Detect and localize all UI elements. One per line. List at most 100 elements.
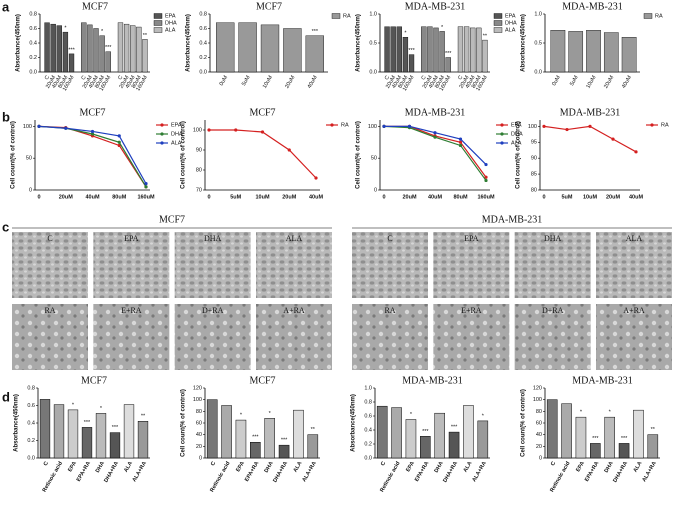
- bar: [550, 30, 566, 73]
- x-tick-label: 20uM: [282, 194, 296, 200]
- x-tick-label: ALA+RA: [641, 461, 657, 483]
- y-tick-label: 95: [531, 140, 537, 146]
- significance: *: [482, 413, 485, 419]
- significance: *: [64, 26, 67, 32]
- bar: [67, 409, 79, 459]
- y-tick-label: 0.4: [27, 420, 35, 426]
- bar: [590, 443, 601, 459]
- x-tick-label: ALA+RA: [132, 461, 148, 483]
- significance: ***: [621, 436, 628, 442]
- point: [484, 178, 488, 183]
- legend-marker: [160, 123, 164, 127]
- y-tick-label: 0.2: [29, 55, 37, 61]
- bar: [568, 31, 584, 73]
- y-tick-label: 120: [533, 385, 542, 391]
- point: [407, 124, 412, 128]
- x-tick-label: C: [43, 461, 50, 467]
- x-tick-label: 80uM: [453, 194, 467, 200]
- x-tick-label: C: [117, 75, 124, 81]
- y-tick-label: 0.0: [364, 455, 372, 461]
- micrograph: [256, 304, 332, 370]
- x-tick-label: 0: [207, 194, 210, 200]
- x-tick-label: ALA: [123, 461, 134, 474]
- legend-swatch: [153, 27, 163, 33]
- micrograph-label: D+RA: [202, 306, 224, 315]
- y-axis-label: Cell count(% of control): [356, 121, 362, 189]
- legend-label: EPA: [171, 122, 182, 128]
- legend-swatch: [331, 13, 341, 19]
- point: [484, 162, 488, 167]
- significance: ***: [408, 48, 415, 54]
- bar: [81, 427, 93, 459]
- y-tick-label: 40: [536, 432, 542, 438]
- x-tick-label: DHA: [434, 461, 445, 474]
- y-axis-label: Cell count(% of control): [11, 121, 17, 189]
- micrograph-label: RA: [44, 306, 55, 315]
- point: [260, 130, 265, 134]
- micrograph: [352, 232, 428, 298]
- y-axis-label: Absorbance(450nm): [356, 14, 362, 72]
- point: [64, 126, 68, 130]
- micrograph-label: A+RA: [623, 306, 645, 315]
- bar: [307, 434, 319, 459]
- point: [90, 132, 95, 136]
- point: [433, 131, 437, 135]
- x-tick-label: 10uM: [585, 74, 597, 89]
- legend-label: DHA: [165, 20, 177, 26]
- point: [117, 134, 121, 138]
- y-axis-label: Cell count(% of control): [516, 121, 522, 189]
- y-tick-label: 0.8: [29, 11, 37, 17]
- bar: [476, 27, 482, 73]
- y-tick-label: 90: [196, 147, 202, 153]
- bar: [427, 26, 433, 73]
- chart-title: MDA-MB-231: [560, 107, 621, 118]
- legend-label: DHA: [511, 131, 523, 137]
- y-axis-label: Absorbance(450nm): [14, 394, 20, 452]
- legend-label: DHA: [505, 20, 517, 26]
- y-tick-label: 0.5: [534, 40, 542, 46]
- bar: [647, 434, 659, 459]
- micrograph: [433, 232, 510, 298]
- bar: [39, 399, 51, 459]
- bar: [408, 54, 415, 73]
- bar: [384, 26, 390, 73]
- bar: [618, 443, 630, 459]
- micrograph-label: EPA: [464, 234, 479, 243]
- y-tick-label: 80: [196, 167, 202, 173]
- chart-title: MDA-MB-231: [405, 1, 466, 12]
- bar: [238, 22, 257, 73]
- bar: [235, 419, 247, 459]
- point: [565, 127, 569, 132]
- y-tick-label: 0.0: [534, 69, 542, 75]
- y-tick-label: 100: [193, 127, 202, 133]
- significance: ***: [592, 436, 599, 442]
- y-tick-label: 100: [533, 397, 542, 403]
- x-tick-label: EPA: [67, 461, 78, 473]
- x-tick-label: DHA+RA: [442, 461, 459, 484]
- y-axis-label: Absorbance(450nm): [186, 14, 192, 72]
- y-tick-label: 0.8: [364, 399, 372, 405]
- bar: [93, 28, 99, 73]
- point: [458, 143, 463, 148]
- x-tick-label: EPA: [405, 461, 416, 473]
- micrograph: [596, 232, 672, 298]
- point: [144, 185, 148, 189]
- y-tick-label: 100: [528, 124, 537, 130]
- point: [207, 128, 211, 132]
- y-tick-label: 80: [536, 409, 542, 415]
- significance: *: [410, 412, 413, 418]
- y-tick-label: 100: [368, 124, 377, 130]
- micrograph-label: ALA: [626, 234, 643, 243]
- legend-label: EPA: [165, 13, 176, 19]
- bar: [142, 39, 148, 73]
- x-tick-label: EPA+RA: [414, 461, 430, 483]
- point: [314, 176, 318, 180]
- bar: [264, 418, 275, 459]
- y-tick-label: 60: [196, 420, 202, 426]
- x-tick-label: C: [421, 75, 428, 81]
- micrograph-label: D+RA: [542, 306, 564, 315]
- bar: [123, 404, 135, 459]
- x-tick-label: 20uM: [606, 194, 620, 200]
- legend-label: ALA: [505, 27, 516, 33]
